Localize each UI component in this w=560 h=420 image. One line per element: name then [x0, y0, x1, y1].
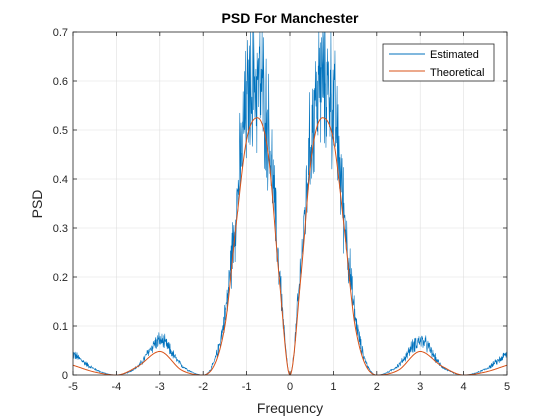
y-tick-label: 0	[62, 370, 68, 382]
legend: Estimated Theoretical	[382, 43, 495, 82]
ticks	[72, 31, 508, 376]
x-tick-labels: -5 -4 -3 -2 -1 0 1 2 3 4 5	[68, 381, 510, 393]
x-tick-label: -5	[68, 381, 78, 393]
x-tick-label: 2	[374, 381, 380, 393]
legend-label-theoretical: Theoretical	[430, 67, 484, 79]
y-tick-label: 0.3	[53, 223, 68, 235]
legend-label-estimated: Estimated	[430, 49, 479, 61]
y-tick-label: 0.7	[53, 27, 68, 39]
x-tick-label: 4	[461, 381, 467, 393]
x-tick-label: -3	[155, 381, 165, 393]
y-tick-label: 0.5	[53, 125, 68, 137]
x-tick-label: 0	[287, 381, 293, 393]
x-axis-label: Frequency	[257, 400, 323, 416]
x-tick-label: 3	[417, 381, 423, 393]
y-axis-label: PSD	[29, 190, 45, 219]
legend-box	[382, 43, 495, 82]
x-tick-label: -2	[198, 381, 208, 393]
x-tick-label: 1	[330, 381, 336, 393]
chart-title: PSD For Manchester	[222, 10, 359, 26]
y-tick-label: 0.6	[53, 76, 68, 88]
x-tick-label: 5	[504, 381, 510, 393]
y-tick-label: 0.4	[53, 174, 68, 186]
x-tick-label: -1	[242, 381, 252, 393]
y-tick-labels: 0 0.1 0.2 0.3 0.4 0.5 0.6 0.7	[53, 27, 68, 382]
x-tick-label: -4	[112, 381, 122, 393]
y-tick-label: 0.2	[53, 272, 68, 284]
y-tick-label: 0.1	[53, 321, 68, 333]
